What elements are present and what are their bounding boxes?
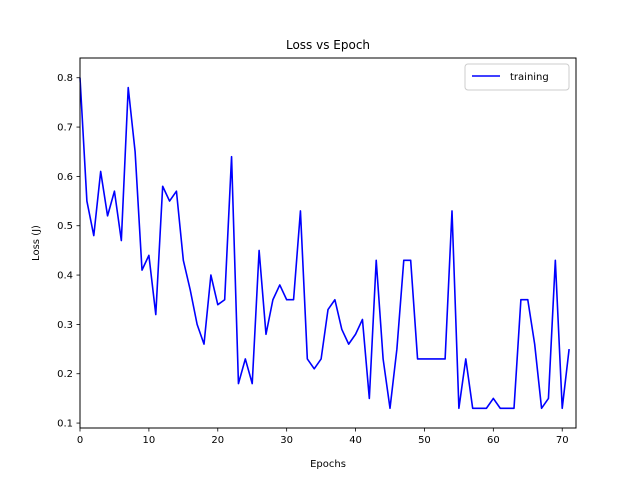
x-axis-label: Epochs — [310, 459, 346, 470]
x-tick-label: 60 — [487, 435, 500, 446]
x-tick-label: 10 — [143, 435, 156, 446]
legend-label-training: training — [510, 72, 549, 83]
plot-frame — [79, 57, 577, 429]
y-tick-label: 0.5 — [57, 221, 73, 232]
x-tick-label: 0 — [77, 435, 83, 446]
series-layer — [79, 77, 570, 410]
x-tick-label: 50 — [418, 435, 431, 446]
series-line-training — [79, 77, 570, 410]
y-tick-label: 0.2 — [57, 369, 73, 380]
y-tick-label: 0.4 — [57, 271, 73, 282]
chart-title: Loss vs Epoch — [286, 38, 370, 52]
ticks-layer: 0 10 20 30 40 50 60 70 0.1 0.2 0.3 0.4 0.5 0.6 0.7 0.8 — [57, 73, 568, 446]
y-tick-label: 0.8 — [57, 73, 73, 84]
x-tick-label: 30 — [280, 435, 293, 446]
y-tick-label: 0.6 — [57, 172, 73, 183]
x-tick-label: 40 — [349, 435, 362, 446]
x-tick-label: 20 — [211, 435, 224, 446]
x-tick-label: 70 — [556, 435, 569, 446]
legend-box — [464, 63, 570, 91]
y-tick-label: 0.1 — [57, 419, 73, 430]
legend: training — [464, 63, 570, 91]
y-tick-label: 0.7 — [57, 123, 73, 134]
plot-area-background — [80, 58, 576, 428]
y-tick-label: 0.3 — [57, 320, 73, 331]
y-axis-label: Loss (J) — [31, 225, 42, 261]
